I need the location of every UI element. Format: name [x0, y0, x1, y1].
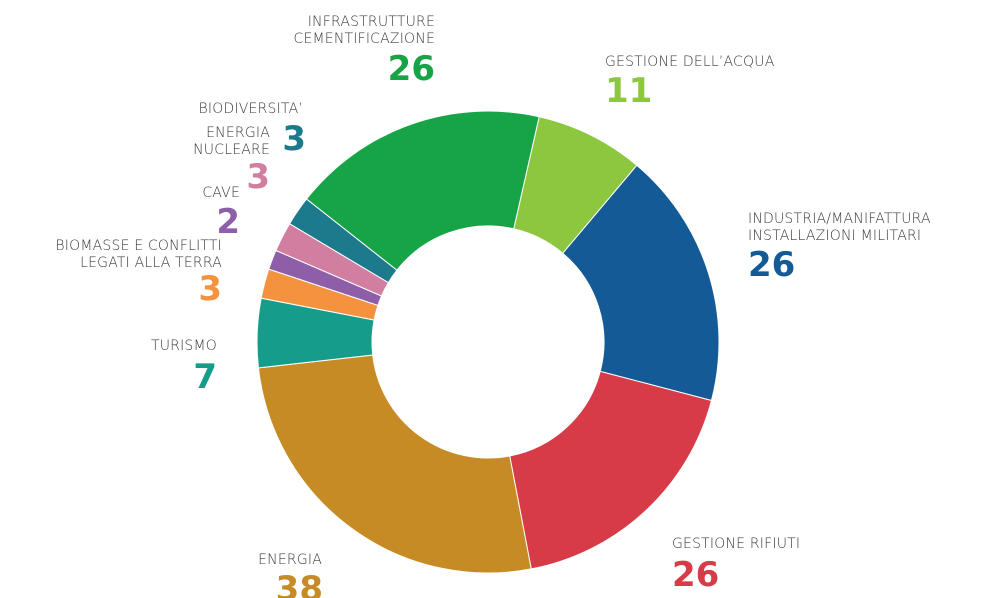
slice-value: 26 — [748, 245, 795, 285]
slice-label: GESTIONE RIFIUTI — [672, 536, 800, 552]
slice-value: 26 — [672, 555, 719, 595]
slice-label: TURISMO — [151, 338, 217, 354]
slice-label: INDUSTRIA/MANIFATTURA INSTALLAZIONI MILIT… — [748, 211, 931, 244]
donut-slice — [257, 354, 532, 574]
donut-slice — [562, 164, 720, 402]
slice-label: INFRASTRUTTURE CEMENTIFICAZIONE — [294, 14, 436, 47]
slice-value: 26 — [388, 49, 435, 89]
slice-label: CAVE — [202, 185, 240, 201]
slice-label: ENERGIA NUCLEARE — [193, 125, 270, 158]
slice-value: 11 — [605, 71, 652, 111]
slice-label: BIODIVERSITA’ — [199, 101, 303, 117]
slice-value: 7 — [193, 357, 217, 397]
slice-value: 38 — [276, 569, 323, 598]
slice-value: 3 — [198, 269, 222, 309]
slice-value: 3 — [282, 119, 306, 159]
donut-slice — [305, 110, 540, 271]
slice-value: 2 — [216, 202, 240, 242]
slice-label: BIOMASSE E CONFLITTI LEGATI ALLA TERRA — [55, 238, 222, 271]
slice-label: ENERGIA — [258, 552, 322, 568]
slice-label: GESTIONE DELL’ACQUA — [605, 54, 775, 70]
slice-value: 3 — [246, 157, 270, 197]
donut-slice — [509, 370, 713, 570]
